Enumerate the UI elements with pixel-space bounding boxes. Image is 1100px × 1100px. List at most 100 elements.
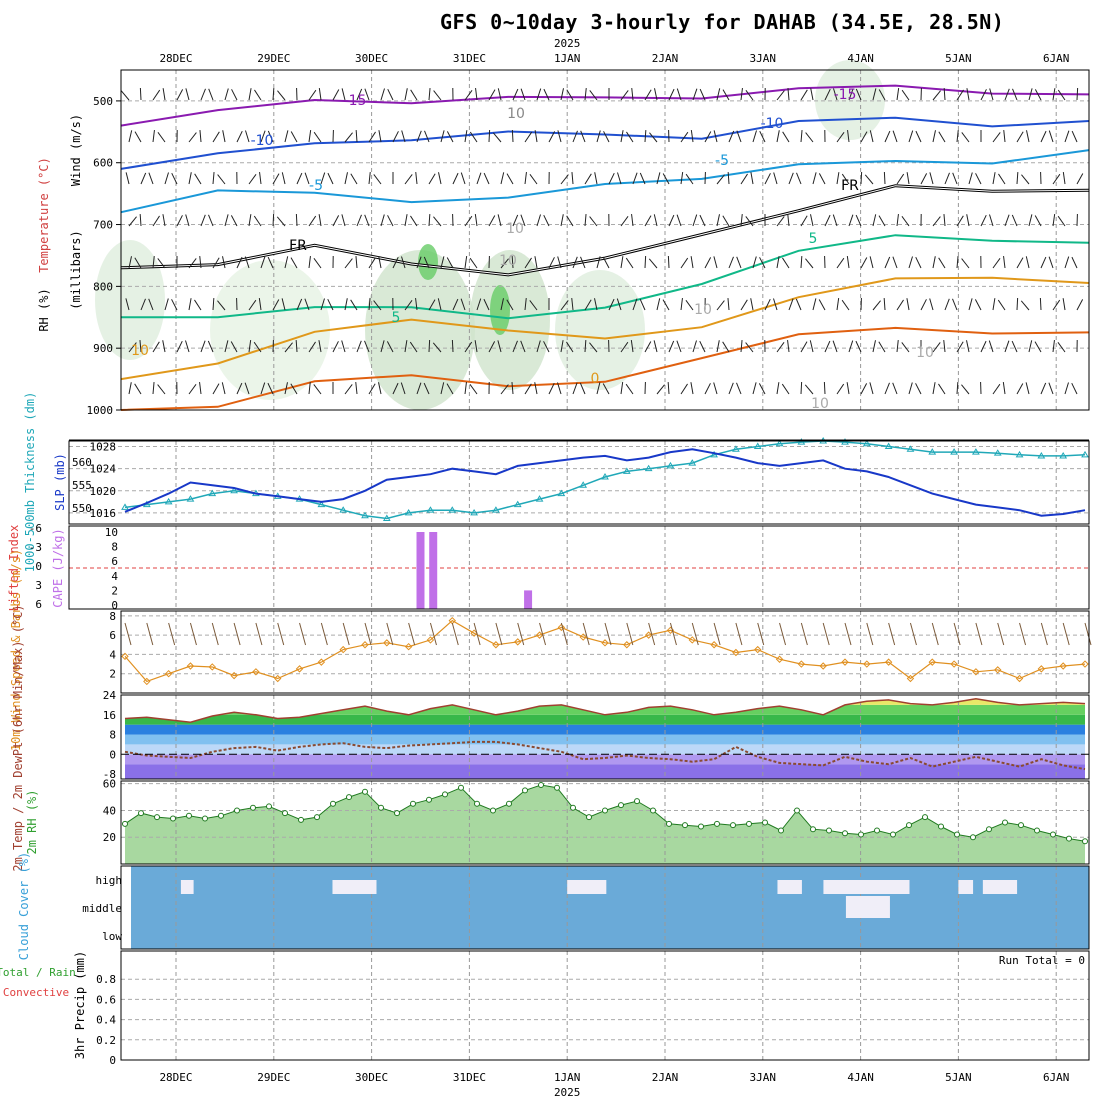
rh-point bbox=[602, 807, 608, 814]
wind-barb bbox=[966, 340, 970, 353]
wind-barb bbox=[401, 256, 406, 269]
wind-barb bbox=[572, 256, 578, 269]
wind-barb bbox=[392, 131, 399, 143]
wind-barb bbox=[745, 216, 754, 227]
wind-barb bbox=[364, 340, 370, 353]
wind-barb bbox=[800, 381, 803, 395]
wind-speed-point bbox=[514, 638, 522, 646]
wind-barb bbox=[699, 88, 706, 101]
wind-barb bbox=[929, 172, 934, 185]
wind-barb bbox=[543, 341, 550, 353]
wind-barb bbox=[920, 299, 927, 311]
wind-barb bbox=[800, 215, 808, 227]
wind-barb bbox=[236, 256, 243, 269]
wind-barb-10m bbox=[233, 622, 241, 646]
wind-barb bbox=[722, 89, 730, 101]
wind-barb bbox=[668, 340, 675, 353]
wind-barb bbox=[524, 383, 532, 395]
wind-barb bbox=[625, 257, 634, 269]
wind-barb bbox=[961, 258, 970, 269]
wind-barb bbox=[662, 299, 670, 311]
wind-barb bbox=[644, 129, 647, 143]
wind-barb bbox=[488, 215, 496, 227]
wind-barb bbox=[713, 256, 718, 269]
wind-barb bbox=[980, 340, 987, 353]
wind-barb bbox=[579, 382, 586, 395]
rh-tick-label: 20 bbox=[103, 831, 116, 844]
wind-barb bbox=[846, 382, 850, 395]
wind-barb bbox=[134, 257, 142, 269]
wind-barb bbox=[776, 90, 785, 101]
wind-barb bbox=[773, 172, 778, 185]
wind-barb bbox=[872, 300, 881, 311]
bottom-day-label: 29DEC bbox=[257, 1071, 290, 1084]
rh-point bbox=[314, 814, 320, 821]
wind-barb bbox=[511, 129, 514, 143]
wind-barb-10m bbox=[277, 622, 285, 646]
bottom-day-label: 30DEC bbox=[355, 1071, 388, 1084]
wind-barb bbox=[452, 298, 459, 311]
rh-point bbox=[186, 812, 192, 819]
rh-area bbox=[125, 785, 1085, 864]
wind-barb bbox=[932, 342, 941, 353]
wind-barb bbox=[474, 340, 478, 353]
wind-barb bbox=[1004, 88, 1010, 101]
wind-speed-point bbox=[623, 641, 631, 649]
wind-barb bbox=[410, 89, 418, 101]
wind-barb bbox=[387, 215, 394, 227]
thickness-point bbox=[513, 500, 522, 508]
wind-barb bbox=[722, 341, 730, 353]
wind-barb bbox=[787, 214, 790, 227]
thickness-point bbox=[579, 481, 588, 488]
wind-barb bbox=[680, 172, 684, 185]
pressure-tick-label: 1000 bbox=[87, 404, 114, 417]
wind-barb bbox=[938, 383, 946, 395]
wind-barb bbox=[956, 130, 959, 143]
wind-barb bbox=[685, 299, 694, 311]
wind-barb bbox=[320, 172, 326, 185]
pressure-tick-label: 500 bbox=[93, 95, 113, 108]
wind-barb bbox=[254, 89, 262, 101]
wind-barb bbox=[308, 89, 317, 101]
wind-barb bbox=[355, 256, 358, 269]
pressure-tick-label: 600 bbox=[93, 157, 113, 170]
wind-barb bbox=[805, 132, 814, 143]
cape-bar bbox=[524, 590, 533, 609]
wind-barb bbox=[557, 256, 562, 269]
wind-barb bbox=[488, 129, 491, 143]
wind-speed-point bbox=[121, 652, 129, 661]
slp-tick-label: 1024 bbox=[90, 463, 117, 476]
thickness-point bbox=[1081, 450, 1089, 458]
wind-speed-point bbox=[164, 669, 173, 678]
wind-barb bbox=[740, 88, 743, 101]
wind-barb bbox=[932, 90, 941, 101]
wind-barb bbox=[236, 382, 243, 395]
wind-speed-point bbox=[426, 636, 435, 644]
rh-point bbox=[586, 814, 592, 821]
rh-point bbox=[570, 804, 576, 811]
top-day-label: 5JAN bbox=[945, 52, 972, 65]
wind-barb bbox=[824, 214, 831, 227]
wind-barb bbox=[860, 257, 868, 269]
wind-barb bbox=[736, 130, 742, 143]
wind-barb bbox=[617, 172, 622, 185]
contour-label: -15 bbox=[344, 93, 367, 109]
wind-barb bbox=[428, 213, 431, 227]
wind-barb bbox=[896, 88, 900, 101]
rh-point bbox=[1018, 822, 1024, 829]
wind-barb bbox=[500, 384, 509, 395]
wind-barb bbox=[157, 258, 166, 269]
rh-point bbox=[826, 827, 832, 834]
wind-barb bbox=[1062, 172, 1066, 185]
wind-barb bbox=[584, 214, 587, 227]
wind-barb bbox=[736, 382, 742, 395]
wind-barb bbox=[594, 172, 598, 185]
wind-barb bbox=[1071, 256, 1078, 269]
wind-barb bbox=[608, 298, 615, 311]
run-total: Run Total = 0 bbox=[999, 954, 1085, 967]
wind-barb bbox=[860, 131, 868, 143]
wind-barb bbox=[676, 214, 682, 227]
thickness-point bbox=[448, 506, 457, 513]
rh-point bbox=[362, 788, 368, 795]
wind-barb bbox=[841, 299, 850, 311]
